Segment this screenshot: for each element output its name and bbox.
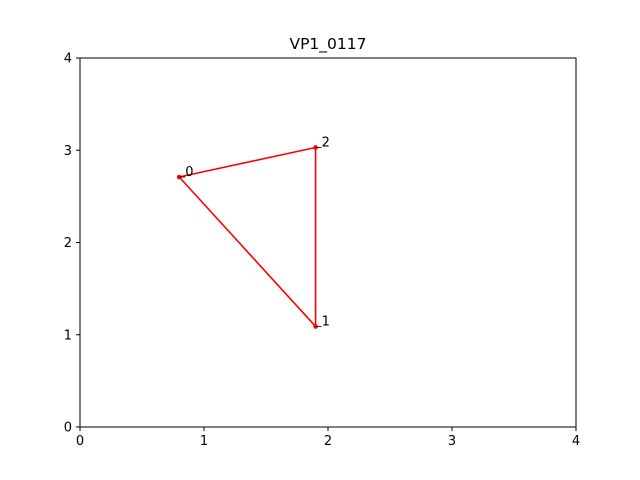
x-tick-label: 3	[448, 434, 456, 449]
axis-layer: 0 1 2 3 4 0 1 2 3 4	[64, 52, 580, 450]
y-tick-label: 1	[64, 328, 72, 343]
point-label: 2	[322, 135, 330, 150]
x-tick-label: 0	[76, 434, 84, 449]
chart-title: VP1_0117	[289, 35, 366, 54]
y-tick-label: 0	[64, 421, 72, 436]
point-label: 1	[322, 314, 330, 329]
y-tick-label: 2	[64, 236, 72, 251]
point-label: 0	[185, 165, 193, 180]
plot-frame	[79, 57, 577, 428]
plot-layer: 0 1 2	[176, 135, 330, 329]
x-tick-label: 1	[200, 434, 208, 449]
y-tick-label: 4	[64, 52, 72, 67]
series-segment	[178, 176, 317, 328]
x-tick-label: 4	[572, 434, 580, 449]
y-tick-label: 3	[64, 144, 72, 159]
x-tick-label: 2	[324, 434, 332, 449]
series-segment	[178, 146, 317, 178]
